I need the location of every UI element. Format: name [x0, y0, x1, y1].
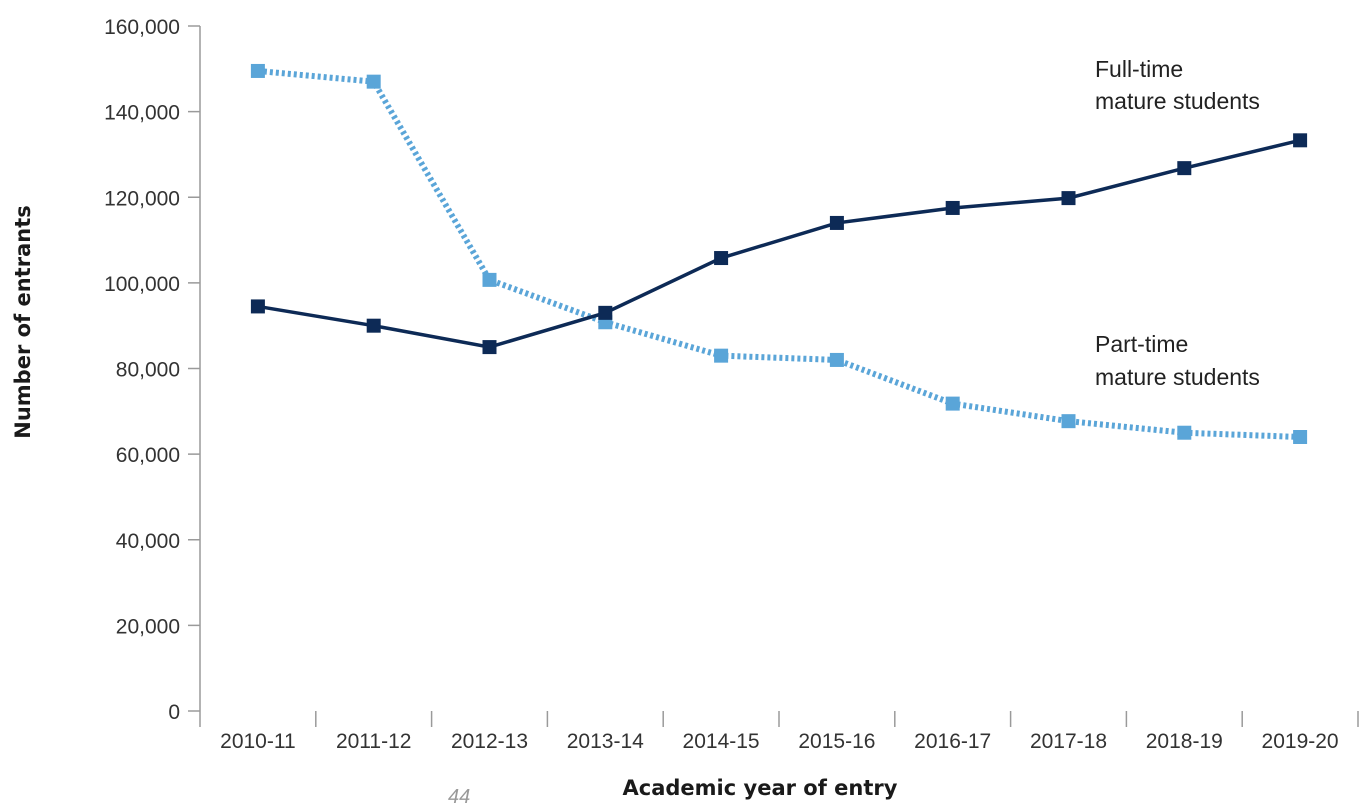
x-tick-label: 2019-20 [1262, 730, 1339, 753]
x-tick-label: 2018-19 [1146, 730, 1223, 753]
part_time-point [250, 63, 265, 78]
full-time-label-line2: mature students [1095, 88, 1260, 114]
part_time-series-line [257, 67, 1301, 440]
part_time-point [714, 348, 729, 363]
full-time-label-line1: Full-time [1095, 56, 1183, 82]
full_time-point [250, 299, 265, 314]
y-tick-label: 160,000 [104, 16, 180, 39]
part_time-point [482, 272, 497, 287]
x-tick-label: 2014-15 [683, 730, 760, 753]
part-time-label-line1: Part-time [1095, 331, 1188, 357]
y-tick-label: 80,000 [116, 359, 180, 382]
x-tick-label: 2015-16 [798, 730, 875, 753]
full_time-point [366, 318, 381, 333]
full_time-point [482, 340, 497, 355]
part-time-label-line2: mature students [1095, 364, 1260, 390]
x-tick-label: 2016-17 [914, 730, 991, 753]
full_time-point [1061, 191, 1076, 206]
x-tick-label: 2011-12 [336, 730, 412, 753]
full_time-point [598, 305, 613, 320]
part_time-point [945, 396, 960, 411]
stray-page-number: 44 [448, 786, 470, 805]
part_time-series [250, 63, 1308, 444]
y-tick-label: 0 [168, 701, 180, 724]
y-tick-label: 120,000 [104, 187, 180, 210]
y-axis: 0 20,000 40,000 60,000 80,000 100,000 120,000 1… [104, 16, 201, 724]
x-tick-label: 2012-13 [451, 730, 528, 753]
x-tick-label: 2010-11 [220, 730, 296, 753]
y-axis-title: Number of entrants [11, 205, 35, 438]
y-tick-label: 20,000 [116, 615, 180, 638]
full_time-point [945, 200, 960, 215]
part_time-point [1293, 430, 1308, 444]
full_time-point [1177, 161, 1192, 176]
full_time-series [250, 133, 1308, 355]
series-layer [250, 63, 1308, 444]
y-tick-label: 100,000 [104, 273, 180, 296]
x-tick-label: 2013-14 [567, 730, 644, 753]
y-tick-label: 140,000 [104, 102, 180, 125]
x-axis: 2010-11 2011-12 2012-13 2013-14 2014-15 2015-… [199, 711, 1359, 753]
part_time-point [1061, 414, 1076, 429]
x-axis-title: Academic year of entry [623, 776, 898, 800]
full_time-point [829, 215, 844, 230]
full_time-series-line [257, 138, 1301, 349]
full_time-point [1293, 133, 1308, 148]
x-tick-label: 2017-18 [1030, 730, 1107, 753]
y-tick-label: 40,000 [116, 530, 180, 553]
y-tick-label: 60,000 [116, 444, 180, 467]
full_time-point [714, 251, 729, 266]
part_time-point [366, 74, 381, 89]
part_time-point [829, 352, 844, 367]
part_time-point [1177, 425, 1192, 440]
